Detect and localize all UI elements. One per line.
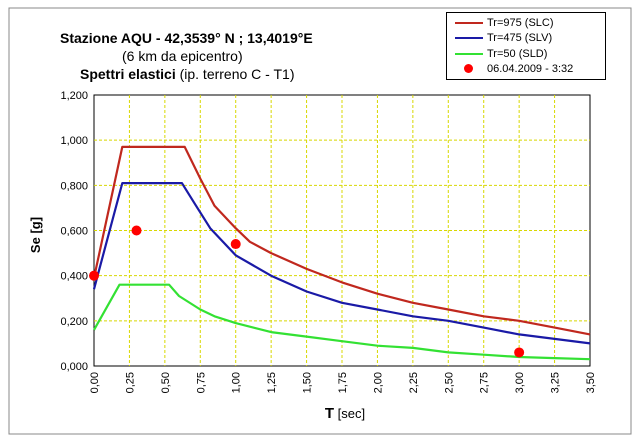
y-tick-label: 0,600 [60, 226, 88, 238]
x-tick-label: 3,25 [550, 372, 562, 393]
legend-line-slc [455, 21, 483, 24]
chart-legend: Tr=975 (SLC) Tr=475 (SLV) Tr=50 (SLD) 06… [446, 12, 606, 80]
x-axis-title: T [sec] [325, 405, 365, 422]
legend-label-slc: Tr=975 (SLC) [487, 16, 554, 29]
x-tick-label: 0,75 [195, 372, 207, 393]
title-terrain: (ip. terreno C - T1) [175, 66, 295, 82]
y-tick-label: 1,000 [60, 135, 88, 147]
x-tick-label: 3,00 [514, 372, 526, 393]
y-tick-label: 0,000 [60, 361, 88, 373]
event-point-1 [131, 225, 142, 236]
x-axis-title-unit: [sec] [334, 406, 365, 421]
legend-line-slv [455, 37, 483, 40]
x-tick-label: 1,75 [337, 372, 349, 393]
chart-title-line-1: Stazione AQU - 42,3539° N ; 13,4019°E [60, 30, 313, 46]
y-tick-label: 0,200 [60, 316, 88, 328]
title-spettri: Spettri elastici [80, 66, 176, 82]
y-tick-label: 1,200 [60, 90, 88, 102]
legend-item-event: 06.04.2009 - 3:32 [447, 62, 605, 78]
legend-item-sld: Tr=50 (SLD) [447, 46, 605, 62]
y-tick-label: 0,800 [60, 180, 88, 192]
y-tick-label: 0,400 [60, 271, 88, 283]
event-point-3 [514, 347, 525, 358]
legend-label-sld: Tr=50 (SLD) [487, 47, 548, 60]
chart-title-line-3: Spettri elastici (ip. terreno C - T1) [80, 66, 294, 82]
legend-item-slc: Tr=975 (SLC) [447, 15, 605, 31]
x-tick-label: 0,50 [160, 372, 172, 393]
series-line-1 [92, 182, 591, 345]
event-point-0 [89, 270, 99, 281]
outer-border [8, 7, 632, 435]
series-line-2 [93, 283, 591, 361]
x-tick-label: 2,25 [408, 372, 420, 393]
x-axis-title-main: T [325, 405, 334, 422]
legend-dot-event [464, 64, 473, 74]
x-tick-label: 2,50 [443, 372, 455, 393]
legend-label-slv: Tr=475 (SLV) [487, 32, 553, 45]
x-tick-label: 1,00 [231, 372, 243, 393]
y-axis-title: Se [g] [28, 217, 43, 253]
x-tick-label: 0,25 [124, 372, 136, 393]
x-tick-label: 1,50 [302, 372, 314, 393]
x-tick-label: 0,00 [89, 372, 101, 393]
legend-line-sld [455, 52, 483, 55]
chart-title-line-2: (6 km da epicentro) [122, 48, 243, 64]
event-point-2 [230, 239, 241, 250]
series-line-0 [92, 145, 591, 336]
legend-item-slv: Tr=475 (SLV) [447, 31, 605, 47]
x-tick-label: 3,50 [585, 372, 597, 393]
legend-label-event: 06.04.2009 - 3:32 [487, 63, 574, 76]
x-tick-label: 2,00 [372, 372, 384, 393]
station-coords: - 42,3539° N ; 13,4019°E [152, 30, 313, 46]
x-tick-label: 2,75 [479, 372, 491, 393]
x-tick-label: 1,25 [266, 372, 278, 393]
station-name: Stazione AQU [60, 30, 153, 46]
